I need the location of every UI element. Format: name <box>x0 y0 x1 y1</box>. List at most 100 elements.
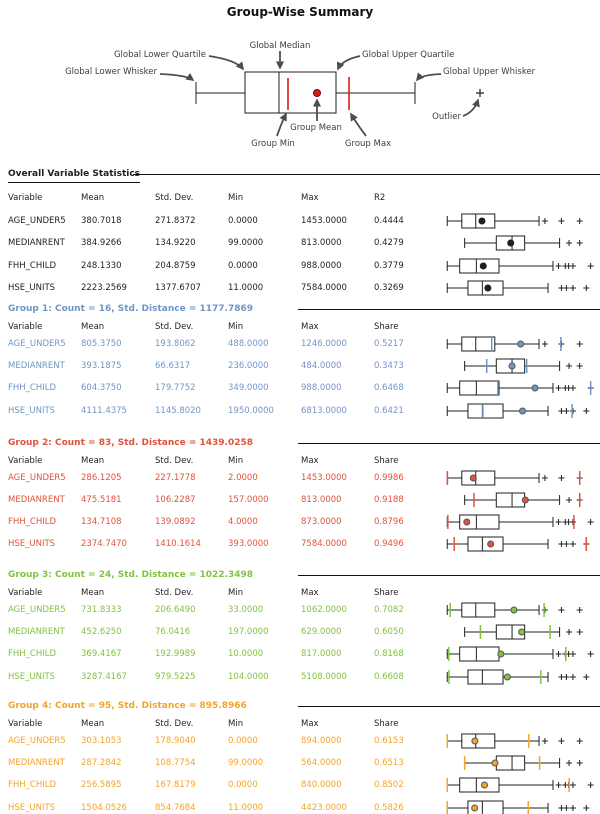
cell-variable: AGE_UNDER5 <box>8 736 66 747</box>
outlier-icon <box>576 629 583 636</box>
outlier-icon <box>576 607 583 614</box>
table-row: FHH_CHILD 369.4167 192.9989 10.0000 817.… <box>8 643 600 665</box>
cell-max: 988.0000 <box>301 260 342 271</box>
cell-min: 197.0000 <box>228 627 269 638</box>
cell-std-dev: 271.8372 <box>155 216 196 227</box>
iqr-box <box>459 514 500 530</box>
cell-max: 7584.0000 <box>301 539 347 550</box>
cell-share: 0.9496 <box>374 539 404 550</box>
cell-min: 0.0000 <box>228 260 258 271</box>
cell-mean: 380.7018 <box>81 216 122 227</box>
boxplot <box>464 492 583 508</box>
column-header: Mean <box>81 322 105 332</box>
group-mean-dot <box>510 606 518 614</box>
iqr-box <box>461 733 496 749</box>
cell-share: 0.6468 <box>374 383 404 394</box>
cell-std-dev: 1145.8020 <box>155 405 201 416</box>
iqr-box <box>467 800 504 814</box>
column-header: Variable <box>8 719 43 729</box>
cell-variable: FHH_CHILD <box>8 780 57 791</box>
section-title: Group 2: Count = 83, Std. Distance = 143… <box>8 437 254 448</box>
column-header: Variable <box>8 455 43 466</box>
cell-mean: 256.5895 <box>81 780 122 791</box>
row-boxplot <box>443 512 600 532</box>
cell-variable: AGE_UNDER5 <box>8 472 66 483</box>
iqr-box <box>461 470 496 486</box>
boxplot-legend: Global Median Global Lower Quartile Glob… <box>65 41 536 149</box>
table-row: AGE_UNDER5 380.7018 271.8372 0.0000 1453… <box>8 210 600 232</box>
table-row: MEDIANRENT 475.5181 106.2287 157.0000 81… <box>8 489 600 511</box>
table-row: FHH_CHILD 248.1330 204.8759 0.0000 988.0… <box>8 255 600 277</box>
iqr-box <box>495 358 526 374</box>
column-header: Std. Dev. <box>155 193 194 203</box>
group-mean-dot <box>519 407 527 415</box>
outlier-icon <box>569 541 576 548</box>
boxplot <box>446 258 594 274</box>
outlier-icon <box>569 804 576 811</box>
cell-variable: AGE_UNDER5 <box>8 216 66 227</box>
boxplot <box>464 624 583 640</box>
cell-variable: FHH_CHILD <box>8 260 57 271</box>
outlier-icon <box>569 385 576 392</box>
cell-min: 99.0000 <box>228 758 264 769</box>
row-boxplot <box>443 233 600 253</box>
column-header: Mean <box>81 455 105 466</box>
column-header: Std. Dev. <box>155 322 194 332</box>
outlier-icon <box>563 541 570 548</box>
page-title: Group-Wise Summary <box>226 5 374 19</box>
section-rule <box>298 575 600 576</box>
cell-share: 0.9188 <box>374 494 404 505</box>
group-mean-dot <box>531 384 539 392</box>
group-mean-dot <box>518 628 526 636</box>
row-boxplot <box>443 534 600 554</box>
section-rule <box>298 706 600 707</box>
cell-variable: MEDIANRENT <box>8 627 65 638</box>
section-header: Group 4: Count = 95, Std. Distance = 895… <box>0 700 600 714</box>
outlier-icon <box>576 738 583 745</box>
legend-label-global-lower-whisker: Global Lower Whisker <box>65 67 157 77</box>
cell-mean: 287.2842 <box>81 758 122 769</box>
column-header: Min <box>228 193 244 203</box>
cell-variable: FHH_CHILD <box>8 383 57 394</box>
cell-std-dev: 1377.6707 <box>155 283 201 294</box>
cell-mean: 475.5181 <box>81 494 122 505</box>
table-header-row: Variable Mean Std. Dev. Min Max Share <box>8 319 443 335</box>
legend-group-mean-dot <box>313 89 321 97</box>
cell-variable: AGE_UNDER5 <box>8 605 66 616</box>
boxplot <box>446 536 590 552</box>
cell-share: 0.8502 <box>374 780 404 791</box>
boxplot <box>446 336 583 352</box>
outlier-icon <box>563 285 570 292</box>
outlier-icon <box>555 518 562 525</box>
row-boxplot <box>443 356 600 376</box>
group-mean-dot <box>469 474 477 482</box>
stats-section: Overall Variable Statistics Variable Mean… <box>0 168 600 301</box>
section-title: Group 3: Count = 24, Std. Distance = 102… <box>8 570 254 580</box>
row-boxplot <box>443 753 600 773</box>
row-boxplot <box>443 731 600 751</box>
cell-mean: 731.8333 <box>81 605 122 616</box>
cell-min: 2.0000 <box>228 472 258 483</box>
group-mean-dot <box>471 737 479 745</box>
cell-mean: 286.1205 <box>81 472 122 483</box>
column-header: Min <box>228 719 244 729</box>
global-mean-dot <box>507 239 515 247</box>
cell-variable: MEDIANRENT <box>8 361 65 372</box>
cell-min: 157.0000 <box>228 494 269 505</box>
cell-std-dev: 854.7684 <box>155 802 196 813</box>
row-boxplot <box>443 667 600 687</box>
legend-label-group-mean: Group Mean <box>290 123 342 133</box>
cell-std-dev: 134.9220 <box>155 238 196 249</box>
global-mean-dot <box>479 262 487 270</box>
global-mean-dot <box>478 217 486 225</box>
iqr-box <box>459 646 500 662</box>
legend-label-outlier: Outlier <box>432 112 461 122</box>
cell-std-dev: 206.6490 <box>155 605 196 616</box>
table-header-row: Variable Mean Std. Dev. Min Max Share <box>8 453 443 469</box>
cell-mean: 604.3750 <box>81 383 122 394</box>
cell-variable: MEDIANRENT <box>8 494 65 505</box>
outlier-icon <box>583 804 590 811</box>
row-boxplot <box>443 278 600 298</box>
outlier-icon <box>541 738 548 745</box>
column-header: Variable <box>8 322 43 332</box>
